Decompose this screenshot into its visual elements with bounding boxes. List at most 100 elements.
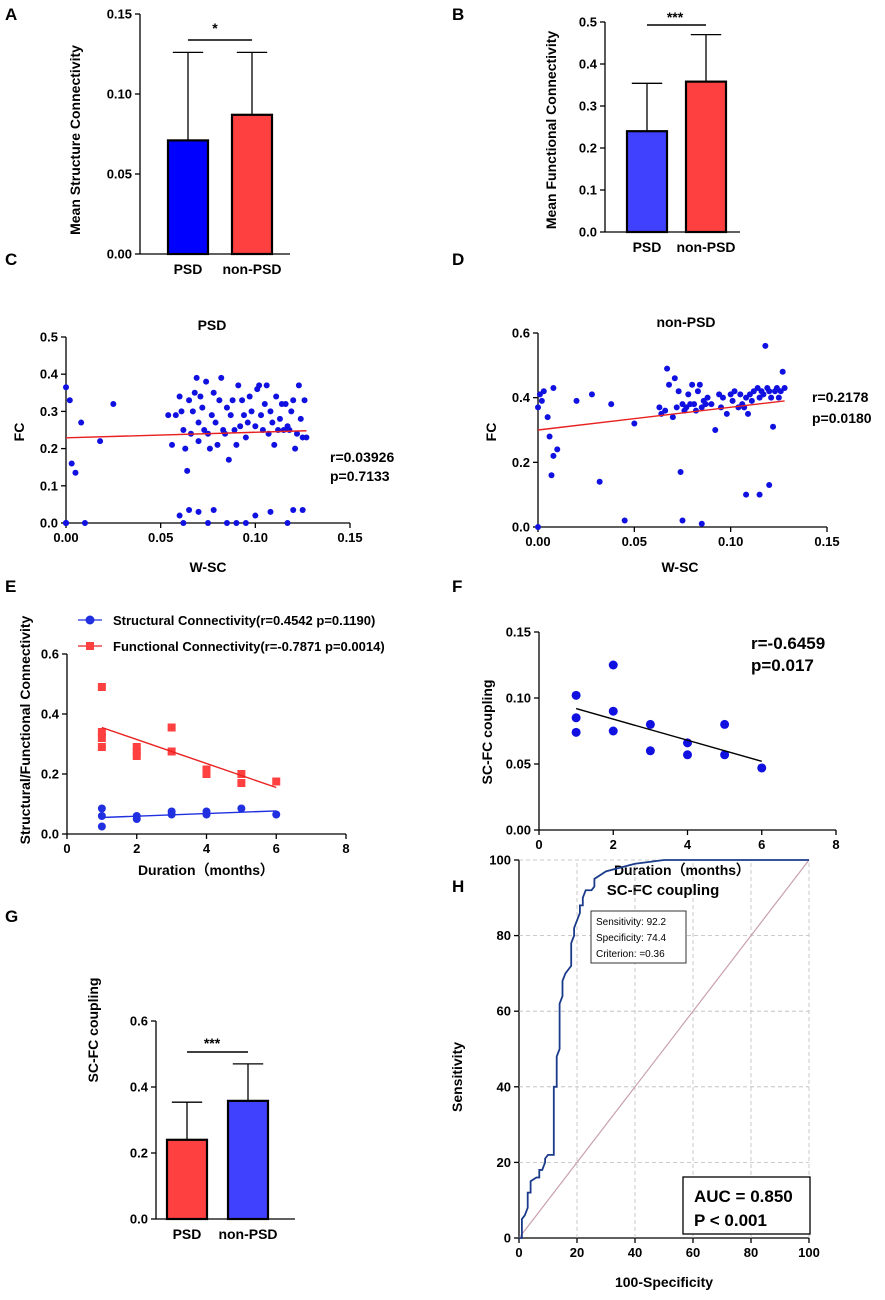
data-point xyxy=(571,690,581,700)
data-point xyxy=(132,747,141,756)
data-point xyxy=(731,388,738,395)
x-tick-label: 4 xyxy=(203,841,211,856)
panel-d-p-stat: p=0.0180 xyxy=(812,410,872,426)
data-point xyxy=(202,810,211,819)
y-tick-label: 0.3 xyxy=(579,99,597,114)
panel-h-axes: 0 20 40 60 80 100 0 20 40 60 80 100 xyxy=(489,853,820,1261)
y-tick-label: 0.05 xyxy=(506,757,531,772)
data-point xyxy=(770,423,777,430)
x-tick-label: 0 xyxy=(63,841,70,856)
y-tick-label: 0.00 xyxy=(107,247,132,262)
panel-b: B Mean Functional Connectivity 0.0 0.1 0.2… xyxy=(452,5,740,255)
data-point xyxy=(675,388,682,395)
data-point xyxy=(214,441,221,448)
legend-functional-label: Functional Connectivity(r=-0.7871 p=0.00… xyxy=(113,639,385,654)
x-tick-label: 40 xyxy=(628,1245,642,1260)
x-tick-label: 8 xyxy=(342,841,349,856)
data-point xyxy=(227,412,234,419)
data-point xyxy=(297,415,304,422)
data-point xyxy=(292,445,299,452)
panel-f-xlabel: Duration（months） xyxy=(614,862,750,878)
data-point xyxy=(223,520,230,526)
data-point xyxy=(554,446,561,453)
data-point xyxy=(97,812,106,820)
fit-line xyxy=(537,400,785,431)
y-tick-label: 0.5 xyxy=(40,330,58,345)
panel-a-axes: 0.00 0.05 0.10 0.15 PSD non-PSD xyxy=(107,7,290,277)
data-point xyxy=(223,404,230,411)
data-point xyxy=(301,397,308,404)
data-point xyxy=(110,400,117,407)
data-point xyxy=(546,433,553,440)
data-point xyxy=(290,506,297,513)
fit-line xyxy=(65,430,307,439)
data-point xyxy=(723,410,730,417)
y-tick-label: 0.0 xyxy=(41,827,59,842)
data-point xyxy=(263,382,270,389)
roc-annotation-box: Sensitivity: 92.2 Specificity: 74.4 Crit… xyxy=(590,910,687,964)
x-tick-label: 0.00 xyxy=(53,530,78,545)
y-tick-label: 20 xyxy=(497,1155,511,1170)
data-point xyxy=(276,415,283,422)
y-tick-label: 0.6 xyxy=(41,647,59,662)
data-point xyxy=(167,723,176,732)
data-point xyxy=(573,397,580,404)
data-point xyxy=(691,401,698,408)
y-tick-label: 0.5 xyxy=(579,15,597,30)
data-point xyxy=(97,804,106,813)
y-tick-label: 0.10 xyxy=(107,87,132,102)
data-point xyxy=(229,397,236,404)
bar-psd xyxy=(625,130,669,234)
data-point xyxy=(165,412,172,419)
data-point xyxy=(66,397,73,404)
data-point xyxy=(743,491,750,498)
data-point xyxy=(708,401,715,408)
data-point xyxy=(242,434,249,441)
data-point xyxy=(195,438,202,445)
y-tick-label: 80 xyxy=(497,928,511,943)
data-point xyxy=(233,520,240,526)
bar-psd xyxy=(165,1138,209,1221)
panel-c-axes: 0.0 0.1 0.2 0.3 0.4 0.5 0.00 0.05 0.10 0.15 xyxy=(40,330,363,546)
x-tick-label: 0 xyxy=(515,1245,522,1260)
data-point xyxy=(548,472,555,479)
data-point xyxy=(621,517,628,524)
data-point xyxy=(766,481,773,488)
panel-label-d: D xyxy=(452,250,464,269)
data-point xyxy=(631,420,638,427)
panel-e-ylabel: Structural/Functional Connectivity xyxy=(17,615,33,844)
panel-c-p-stat: p=0.7133 xyxy=(330,468,390,484)
data-point xyxy=(97,438,104,445)
data-point xyxy=(189,408,196,415)
data-point xyxy=(97,728,106,736)
x-tick-label: 20 xyxy=(570,1245,584,1260)
panel-e: E Structural/Functional Connectivity Dur… xyxy=(5,577,385,878)
data-point xyxy=(197,393,204,400)
data-point xyxy=(720,719,730,729)
data-point xyxy=(256,382,263,389)
data-point xyxy=(295,382,302,389)
data-point xyxy=(272,810,281,819)
data-point xyxy=(205,520,211,526)
data-point xyxy=(78,419,85,426)
x-tick-label: 0.00 xyxy=(525,534,550,549)
data-point xyxy=(180,427,187,433)
data-point xyxy=(756,491,763,498)
bar-non-psd xyxy=(226,1099,270,1221)
panel-b-significance: *** xyxy=(667,9,684,25)
data-point xyxy=(191,389,198,396)
data-point xyxy=(757,763,767,773)
y-tick-label: 40 xyxy=(497,1079,511,1094)
data-point xyxy=(290,397,297,404)
data-point xyxy=(299,506,306,513)
x-tick-label: 2 xyxy=(133,841,140,856)
panel-d-ylabel: FC xyxy=(483,423,499,442)
data-point xyxy=(779,368,786,375)
data-point xyxy=(694,388,701,395)
y-tick-label: 0.0 xyxy=(40,516,58,531)
data-point xyxy=(132,815,141,823)
data-point xyxy=(685,391,692,398)
reference-diagonal xyxy=(518,859,810,1239)
y-tick-label: 0.0 xyxy=(512,520,530,535)
y-tick-label: 0.3 xyxy=(40,404,58,419)
